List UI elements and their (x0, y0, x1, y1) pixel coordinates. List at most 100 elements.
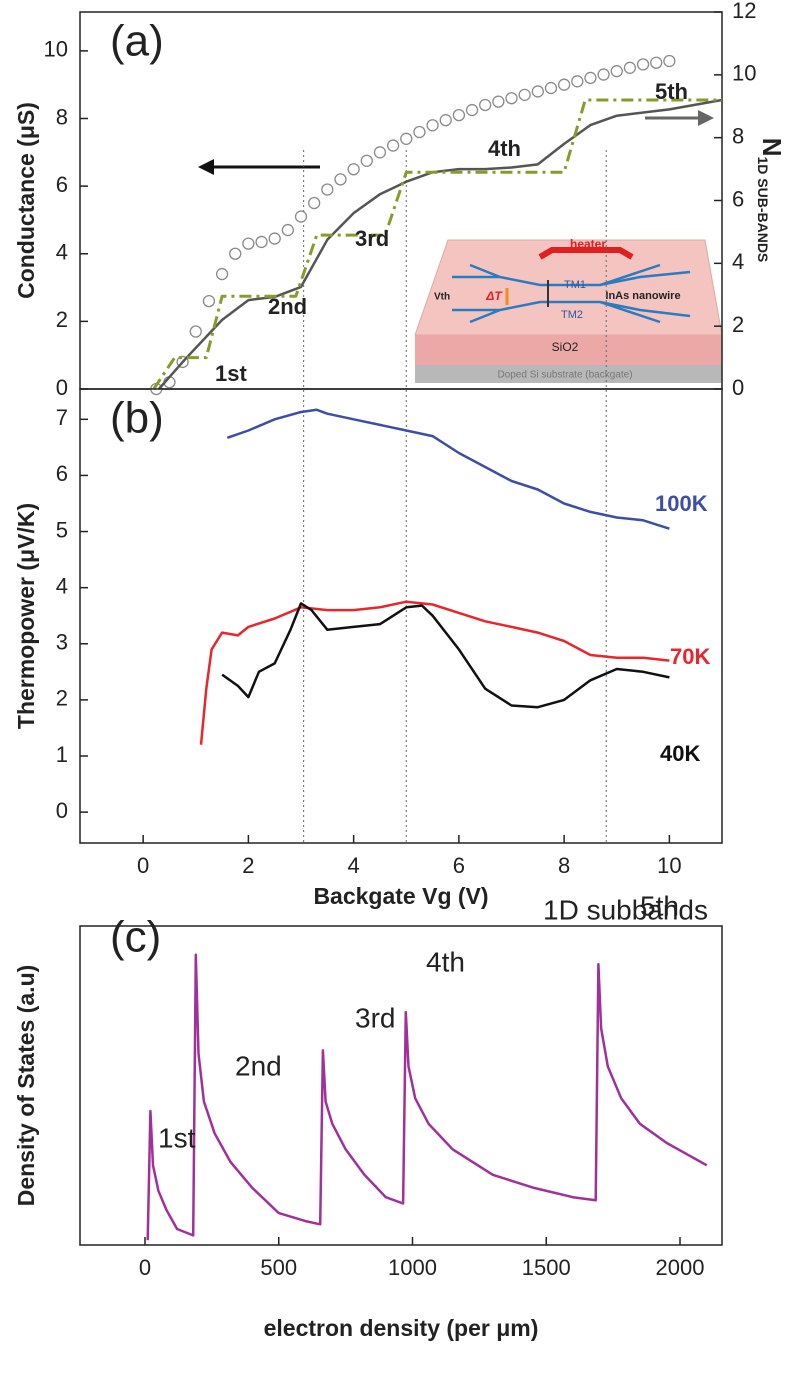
data-point (294, 210, 308, 223)
data-point (400, 132, 413, 145)
data-point (439, 114, 452, 127)
arrow-head (698, 110, 714, 126)
series-line (221, 602, 670, 709)
y-tick-label: 0 (56, 375, 68, 400)
x-tick-label: 8 (558, 853, 570, 878)
y-tick-label: 2 (56, 686, 68, 711)
inset-label: TM1 (564, 279, 586, 291)
data-point (610, 65, 623, 78)
thermometer-leads (452, 263, 691, 324)
data-point (544, 81, 558, 95)
plot-frame (79, 388, 723, 844)
annotation: 1st (215, 361, 247, 386)
data-point (334, 173, 347, 186)
annotation: 4th (426, 946, 465, 977)
y2-tick-label: 12 (732, 0, 756, 23)
data-point (426, 119, 439, 132)
inset-label: SiO2 (552, 340, 579, 354)
series-label: 40K (660, 741, 700, 766)
x-tick-label: 500 (260, 1255, 297, 1280)
series-line (152, 98, 722, 390)
y-tick-label: 10 (44, 37, 68, 62)
inset-label: ΔT (485, 289, 503, 303)
y-tick-label: 7 (56, 405, 68, 430)
data-point (347, 163, 360, 176)
y2-axis-title-sub: 1D SUB-BANDS (755, 156, 771, 262)
y2-axis-title: N1D SUB-BANDS (755, 138, 787, 263)
annotation: 5th (655, 79, 688, 104)
x-tick-label: 6 (453, 853, 465, 878)
inset-label: InAs nanowire (605, 290, 680, 302)
y2-tick-label: 6 (732, 186, 744, 211)
data-point (386, 139, 400, 152)
x-tick-label: 4 (348, 853, 360, 878)
data-point (281, 223, 295, 237)
x-tick-label: 0 (137, 853, 149, 878)
annotation: 2nd (268, 294, 307, 319)
x-tick-label: 0 (139, 1255, 151, 1280)
heater-shape (538, 247, 634, 260)
data-point (479, 98, 492, 112)
y-axis-title: Thermopower (μV/K) (13, 503, 39, 729)
y-tick-label: 8 (56, 104, 68, 129)
x-tick-label: 2 (242, 853, 254, 878)
data-point (215, 267, 229, 281)
series-line (226, 408, 670, 530)
data-point (229, 247, 242, 260)
data-point (321, 183, 334, 196)
data-point (663, 54, 676, 68)
data-point (571, 75, 584, 88)
data-point (255, 235, 268, 249)
series-label: 100K (655, 491, 708, 516)
data-point (202, 294, 216, 308)
annotation: 5th (640, 890, 679, 921)
annotation: 4th (488, 136, 521, 161)
data-point (505, 92, 518, 105)
series-line (146, 953, 708, 1241)
data-point (531, 85, 544, 98)
data-point (636, 58, 650, 71)
x-tick-label: 2000 (656, 1255, 705, 1280)
data-point (557, 78, 571, 91)
data-point (373, 146, 387, 159)
y2-tick-label: 10 (732, 61, 756, 86)
panel-label: (b) (110, 394, 164, 443)
y-tick-label: 6 (56, 172, 68, 197)
y2-tick-label: 2 (732, 312, 744, 337)
x-axis-title: Backgate Vg (V) (313, 883, 488, 909)
inset-label: Vth (434, 292, 450, 303)
inset: heater ΔT TM1 InAs nanowire TM2 Vth SiO2… (414, 237, 723, 383)
annotation: 1D subbands (543, 894, 708, 925)
x-axis-title: electron density (per μm) (264, 1315, 539, 1341)
data-point (308, 196, 321, 210)
data-point (623, 61, 637, 74)
data-point (242, 237, 255, 250)
y-tick-label: 5 (56, 517, 68, 542)
annotation: 1st (158, 1122, 196, 1153)
y-tick-label: 6 (56, 461, 68, 486)
data-point (360, 154, 373, 167)
data-point (413, 125, 426, 139)
data-point (452, 108, 466, 122)
annotation: 3rd (355, 1002, 395, 1033)
data-point (268, 232, 281, 245)
panel-label: (c) (110, 913, 161, 962)
data-point (465, 103, 479, 117)
annotation: 2nd (235, 1050, 282, 1081)
inset-label: heater (570, 237, 606, 251)
y-axis-title: Density of States (a.u) (13, 965, 39, 1207)
inset-substrate (415, 365, 722, 383)
inset-label: Doped Si substrate (backgate) (497, 370, 632, 381)
y2-axis-title-main: N (757, 138, 787, 157)
y-tick-label: 2 (56, 307, 68, 332)
inset-oxide (415, 335, 722, 365)
y2-tick-label: 8 (732, 123, 744, 148)
y-tick-label: 1 (56, 742, 68, 767)
series-line (157, 98, 723, 390)
series-label: 70K (670, 644, 710, 669)
y-tick-label: 3 (56, 630, 68, 655)
x-tick-label: 1000 (388, 1255, 437, 1280)
y-tick-label: 4 (56, 573, 68, 598)
y-tick-label: 0 (56, 798, 68, 823)
